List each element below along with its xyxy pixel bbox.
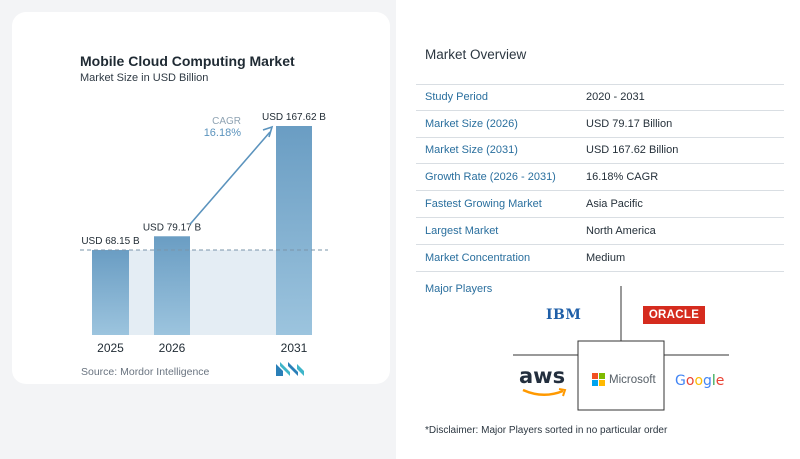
overview-row-label: Study Period bbox=[425, 91, 488, 104]
overview-row-label: Market Concentration bbox=[425, 251, 531, 264]
data-label: USD 79.17 B bbox=[143, 222, 202, 233]
overview-row: Fastest Growing Market Asia Pacific bbox=[416, 191, 784, 218]
microsoft-logo-text: Microsoft bbox=[609, 373, 656, 386]
data-label: USD 167.62 B bbox=[262, 112, 326, 123]
cagr-label: CAGR bbox=[212, 116, 241, 127]
oracle-logo: ORACLE bbox=[643, 306, 705, 324]
ibm-logo: IBM bbox=[546, 307, 582, 323]
players-title: Major Players bbox=[425, 283, 493, 295]
overview-row: Market Size (2031) USD 167.62 Billion bbox=[416, 138, 784, 165]
source-text: Source: Mordor Intelligence bbox=[81, 366, 210, 378]
microsoft-windows-icon bbox=[592, 373, 605, 386]
overview-row: Market Size (2026) USD 79.17 Billion bbox=[416, 111, 784, 138]
chart-subtitle: Market Size in USD Billion bbox=[80, 72, 209, 84]
microsoft-logo: Microsoft bbox=[592, 373, 656, 386]
overview-row-label: Market Size (2031) bbox=[425, 144, 518, 157]
bar-2026 bbox=[154, 236, 190, 335]
overview-row-value: Asia Pacific bbox=[586, 198, 643, 211]
x-tick-label: 2025 bbox=[97, 341, 124, 355]
aws-logo: aws bbox=[519, 364, 566, 388]
overview-row: Growth Rate (2026 - 2031) 16.18% CAGR bbox=[416, 164, 784, 192]
cagr-arrow-line bbox=[189, 131, 271, 225]
google-logo: Google bbox=[675, 373, 725, 389]
overview-row-value: USD 167.62 Billion bbox=[586, 144, 679, 157]
overview-title: Market Overview bbox=[425, 47, 527, 62]
cagr-value: 16.18% bbox=[204, 127, 242, 139]
overview-row-label: Growth Rate (2026 - 2031) bbox=[425, 171, 556, 184]
overview-row-value: North America bbox=[586, 224, 656, 237]
overview-row-value: 16.18% CAGR bbox=[586, 171, 659, 184]
chart-title: Mobile Cloud Computing Market bbox=[80, 53, 295, 69]
overview-row-label: Fastest Growing Market bbox=[425, 198, 542, 211]
overview-row-value: 2020 - 2031 bbox=[586, 91, 645, 104]
x-tick-label: 2031 bbox=[281, 341, 308, 355]
aws-smile-icon bbox=[522, 388, 567, 397]
overview-row-value: USD 79.17 Billion bbox=[586, 117, 673, 130]
overview-card bbox=[396, 0, 800, 459]
cagr-arrow-head bbox=[262, 125, 274, 138]
overview-table: Study Period 2020 - 2031 Market Size (2026… bbox=[416, 84, 784, 272]
overview-row-value: Medium bbox=[586, 251, 626, 264]
x-tick-label: 2026 bbox=[159, 341, 186, 355]
overview-row: Market Concentration Medium bbox=[416, 245, 784, 272]
bar-2025 bbox=[92, 250, 129, 335]
overview-row-label: Market Size (2026) bbox=[425, 117, 518, 130]
data-label: USD 68.15 B bbox=[81, 236, 140, 247]
bar-2031 bbox=[276, 126, 312, 335]
mordor-logo-icon bbox=[276, 362, 304, 376]
overview-row: Study Period 2020 - 2031 bbox=[416, 84, 784, 111]
overview-row-label: Largest Market bbox=[425, 224, 499, 237]
disclaimer: *Disclaimer: Major Players sorted in no … bbox=[425, 425, 668, 436]
overview-row: Largest Market North America bbox=[416, 218, 784, 245]
